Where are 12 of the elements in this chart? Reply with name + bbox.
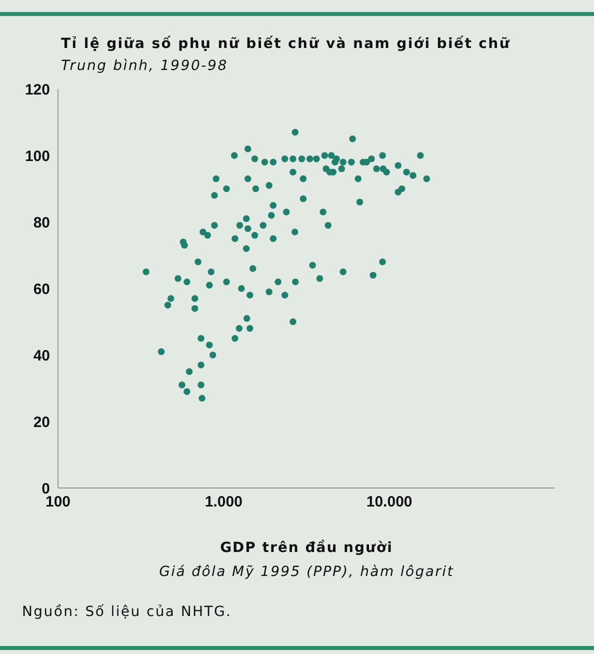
y-tick-label: 60 (33, 280, 50, 298)
x-axis-title: GDP trên đầu người Giá đôla Mỹ 1995 (PPP), hàm lôgarit (158, 540, 455, 580)
y-tick-label: 120 (24, 81, 50, 98)
text: Nguồn: Số liệu của NHTG. (22, 604, 232, 620)
y-tick-label: 80 (33, 214, 50, 232)
x-tick-label: 1.000 (204, 494, 242, 511)
y-tick-label: 20 (33, 414, 50, 431)
chart-title: Tỉ lệ giữa số phụ nữ biết chữ và nam giới biết chữ (61, 36, 510, 52)
y-tick-label: 40 (33, 347, 50, 364)
x-tick-label: 10.000 (366, 494, 412, 511)
chart-subtitle: Trung bình, 1990-98 (61, 58, 228, 74)
y-tick-label: 100 (24, 148, 50, 165)
